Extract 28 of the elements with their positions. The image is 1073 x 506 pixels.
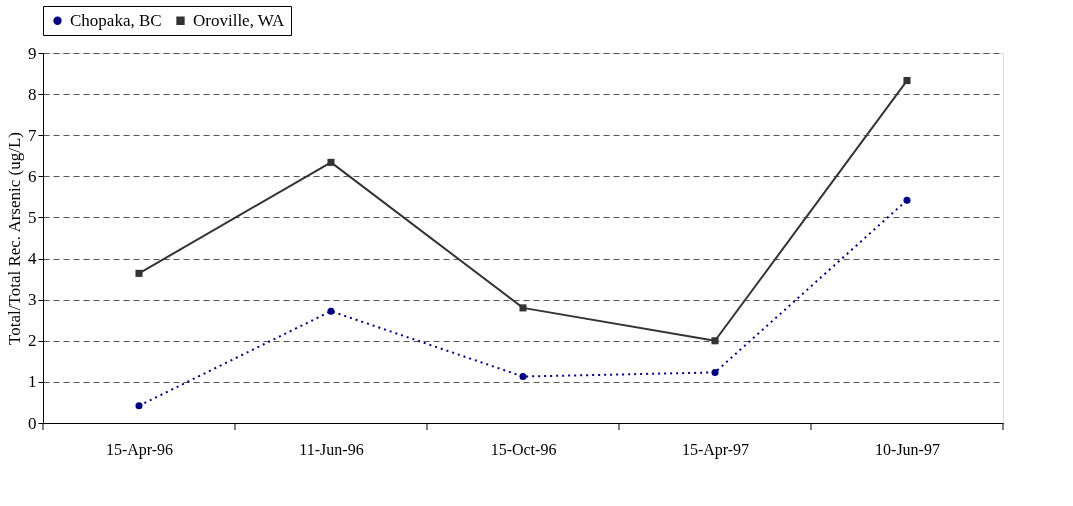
point <box>903 196 911 204</box>
y-tick-label: 5 <box>28 207 37 227</box>
point <box>711 337 719 345</box>
point <box>327 158 335 166</box>
y-tick-label: 6 <box>28 166 37 186</box>
point <box>519 373 527 381</box>
x-tick-label: 15-Oct-96 <box>490 440 557 458</box>
point <box>135 269 143 277</box>
legend-label: Chopaka, BC <box>70 10 162 30</box>
x-tick-label: 10-Jun-97 <box>875 440 940 458</box>
point <box>903 77 911 85</box>
x-tick-label: 15-Apr-97 <box>681 440 750 459</box>
y-tick-label: 4 <box>28 249 37 269</box>
legend-label: Oroville, WA <box>193 10 286 30</box>
y-tick-label: 0 <box>28 413 37 433</box>
point <box>135 402 143 410</box>
y-tick-label: 1 <box>28 372 37 392</box>
point <box>327 307 335 315</box>
y-tick-label: 2 <box>28 331 37 351</box>
y-tick-label: 8 <box>28 84 37 104</box>
x-tick-label: 11-Jun-96 <box>299 440 364 458</box>
point <box>519 304 527 312</box>
point <box>711 368 719 376</box>
y-tick-label: 9 <box>28 43 37 63</box>
y-axis-title: Total/Total Rec. Arsenic (ug/L) <box>5 132 24 345</box>
y-tick-label: 3 <box>28 290 37 310</box>
x-tick-label: 15-Apr-96 <box>105 440 174 459</box>
y-tick-label: 7 <box>28 125 37 145</box>
